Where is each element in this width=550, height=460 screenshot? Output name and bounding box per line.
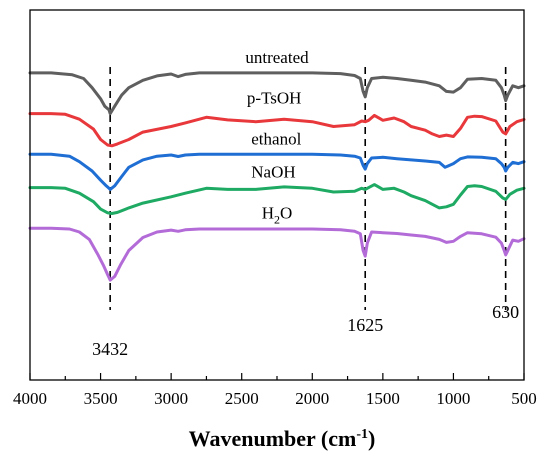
x-tick-label: 3000	[154, 389, 188, 408]
series-line-4	[28, 226, 526, 282]
x-axis-label-sup: -1	[356, 427, 368, 442]
x-tick-label: 2500	[225, 389, 259, 408]
x-tick-label: 4000	[13, 389, 47, 408]
series-label-suffix: O	[280, 203, 292, 222]
x-axis-label: Wavenumber (cm-1)	[189, 426, 376, 451]
series-label-text: H	[262, 203, 274, 222]
series-line-0	[28, 71, 526, 116]
series-line-3	[28, 183, 526, 215]
peak-label-3432: 3432	[92, 339, 128, 359]
series-label-text: untreated	[245, 48, 309, 67]
x-axis-label-main: Wavenumber (cm	[189, 426, 357, 451]
x-tick-label: 500	[511, 389, 537, 408]
series-label-text: NaOH	[251, 163, 295, 182]
x-axis-label-close: )	[368, 426, 375, 451]
series-label-text: p-TsOH	[247, 89, 302, 108]
series-line-1	[28, 112, 526, 148]
series-label-0: untreated	[245, 48, 309, 67]
x-tick-label: 1000	[436, 389, 470, 408]
series-label-subscript: 2	[274, 212, 280, 226]
series-label-text: ethanol	[251, 129, 301, 148]
plot-frame	[29, 9, 525, 381]
peak-label-630: 630	[492, 302, 519, 322]
series-labels: untreated p-TsOH ethanol NaOH H2O	[245, 48, 309, 226]
series-layer	[28, 71, 526, 282]
peak-label-1625: 1625	[347, 315, 383, 335]
x-axis-ticks: 4000 3500 3000 2500 2000 1500 1000 500	[13, 373, 537, 408]
x-tick-label: 1500	[366, 389, 400, 408]
series-label-1: p-TsOH	[247, 89, 302, 108]
peak-annotations: 3432 1625 630	[92, 302, 519, 359]
series-label-4: H2O	[262, 203, 293, 226]
series-label-3: NaOH	[251, 163, 295, 182]
x-tick-label: 2000	[295, 389, 329, 408]
series-line-2	[28, 152, 526, 191]
series-label-2: ethanol	[251, 129, 301, 148]
x-tick-label: 3500	[84, 389, 118, 408]
